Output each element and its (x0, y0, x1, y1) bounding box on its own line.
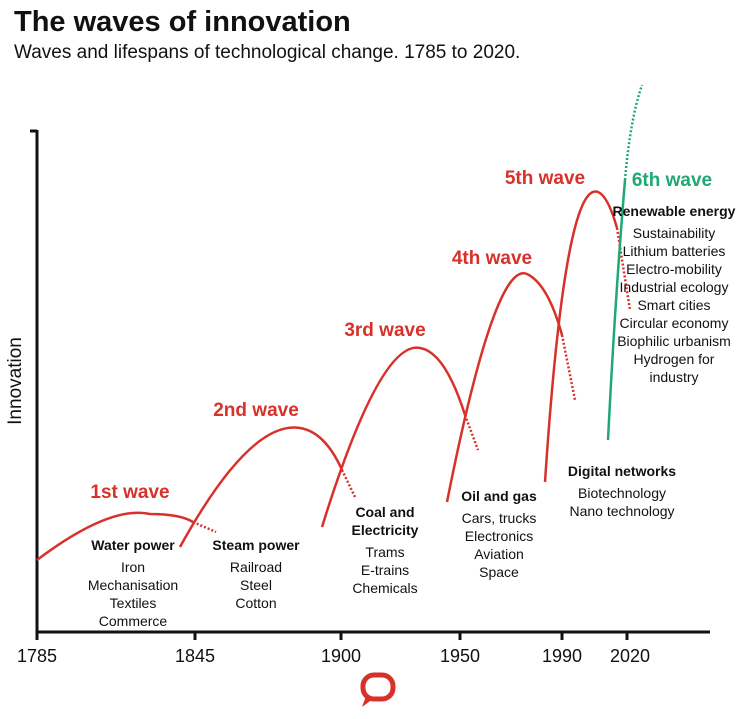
wave-2-items: Railroad Steel Cotton (229, 559, 283, 611)
wave-1-heading: Water power (91, 537, 175, 553)
wave-2-curve (178, 426, 344, 548)
wave-5-label: 5th wave (504, 168, 586, 189)
x-tick: 1785 (16, 646, 58, 666)
wave-1-label: 1st wave (90, 482, 170, 503)
wave-3-text: Coal and Electricity Trams E-trains Chem… (352, 503, 419, 597)
wave-3-items: Trams E-trains Chemicals (352, 544, 418, 596)
wave-2-label: 2nd wave (213, 400, 299, 421)
wave-4-heading: Oil and gas (461, 488, 537, 504)
wave-1-curve (36, 511, 194, 561)
wave-5-items: Biotechnology Nano technology (569, 485, 675, 519)
x-tick: 1900 (320, 646, 362, 666)
wave-1-items: Iron Mechanisation Textiles Commerce (87, 559, 179, 629)
wave-5-text: Digital networks Biotechnology Nano tech… (568, 462, 676, 520)
wave-2-heading: Steam power (212, 537, 300, 553)
wave-2-text: Steam power Railroad Steel Cotton (212, 536, 299, 612)
wave-6-items: Sustainability Lithium batteries Electro… (617, 225, 731, 385)
wave-4-curve (445, 272, 564, 503)
wave-6-heading: Renewable energy (612, 203, 736, 219)
wave-4-text: Oil and gas Cars, trucks Electronics Avi… (461, 487, 536, 581)
wave-3-heading: Coal and Electricity (351, 504, 419, 538)
x-tick: 1990 (541, 646, 583, 666)
wave-4-label: 4th wave (451, 248, 533, 269)
wave-3-curve (320, 346, 467, 528)
wave-5-curve (543, 190, 619, 483)
wave-5-heading: Digital networks (567, 463, 677, 479)
x-tick: 2020 (609, 646, 651, 666)
logo (360, 672, 396, 707)
wave-6-text: Renewable energy Sustainability Lithium … (613, 202, 736, 386)
wave-1-text: Water power Iron Mechanisation Textiles … (88, 536, 178, 630)
x-tick: 1845 (174, 646, 216, 666)
axes (30, 129, 710, 640)
x-tick: 1950 (439, 646, 481, 666)
wave-6-label: 6th wave (631, 170, 713, 191)
wave-4-items: Cars, trucks Electronics Aviation Space (461, 510, 537, 580)
title: The waves of innovation (14, 6, 351, 38)
wave-6-curve (606, 179, 627, 441)
wave-3-label: 3rd wave (344, 320, 426, 341)
subtitle: Waves and lifespans of technological cha… (14, 42, 521, 63)
